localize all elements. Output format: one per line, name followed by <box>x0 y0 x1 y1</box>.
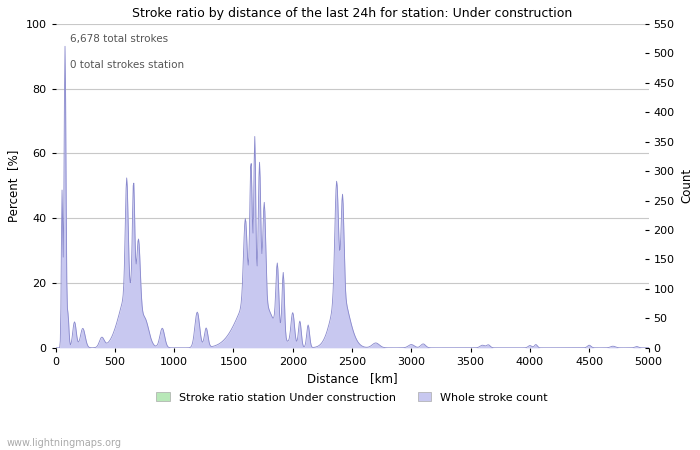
X-axis label: Distance   [km]: Distance [km] <box>307 373 398 385</box>
Text: 0 total strokes station: 0 total strokes station <box>71 59 185 69</box>
Y-axis label: Percent  [%]: Percent [%] <box>7 150 20 222</box>
Text: 6,678 total strokes: 6,678 total strokes <box>71 34 169 44</box>
Y-axis label: Count: Count <box>680 168 693 203</box>
Text: www.lightningmaps.org: www.lightningmaps.org <box>7 437 122 447</box>
Legend: Stroke ratio station Under construction, Whole stroke count: Stroke ratio station Under construction,… <box>152 388 552 407</box>
Title: Stroke ratio by distance of the last 24h for station: Under construction: Stroke ratio by distance of the last 24h… <box>132 7 572 20</box>
